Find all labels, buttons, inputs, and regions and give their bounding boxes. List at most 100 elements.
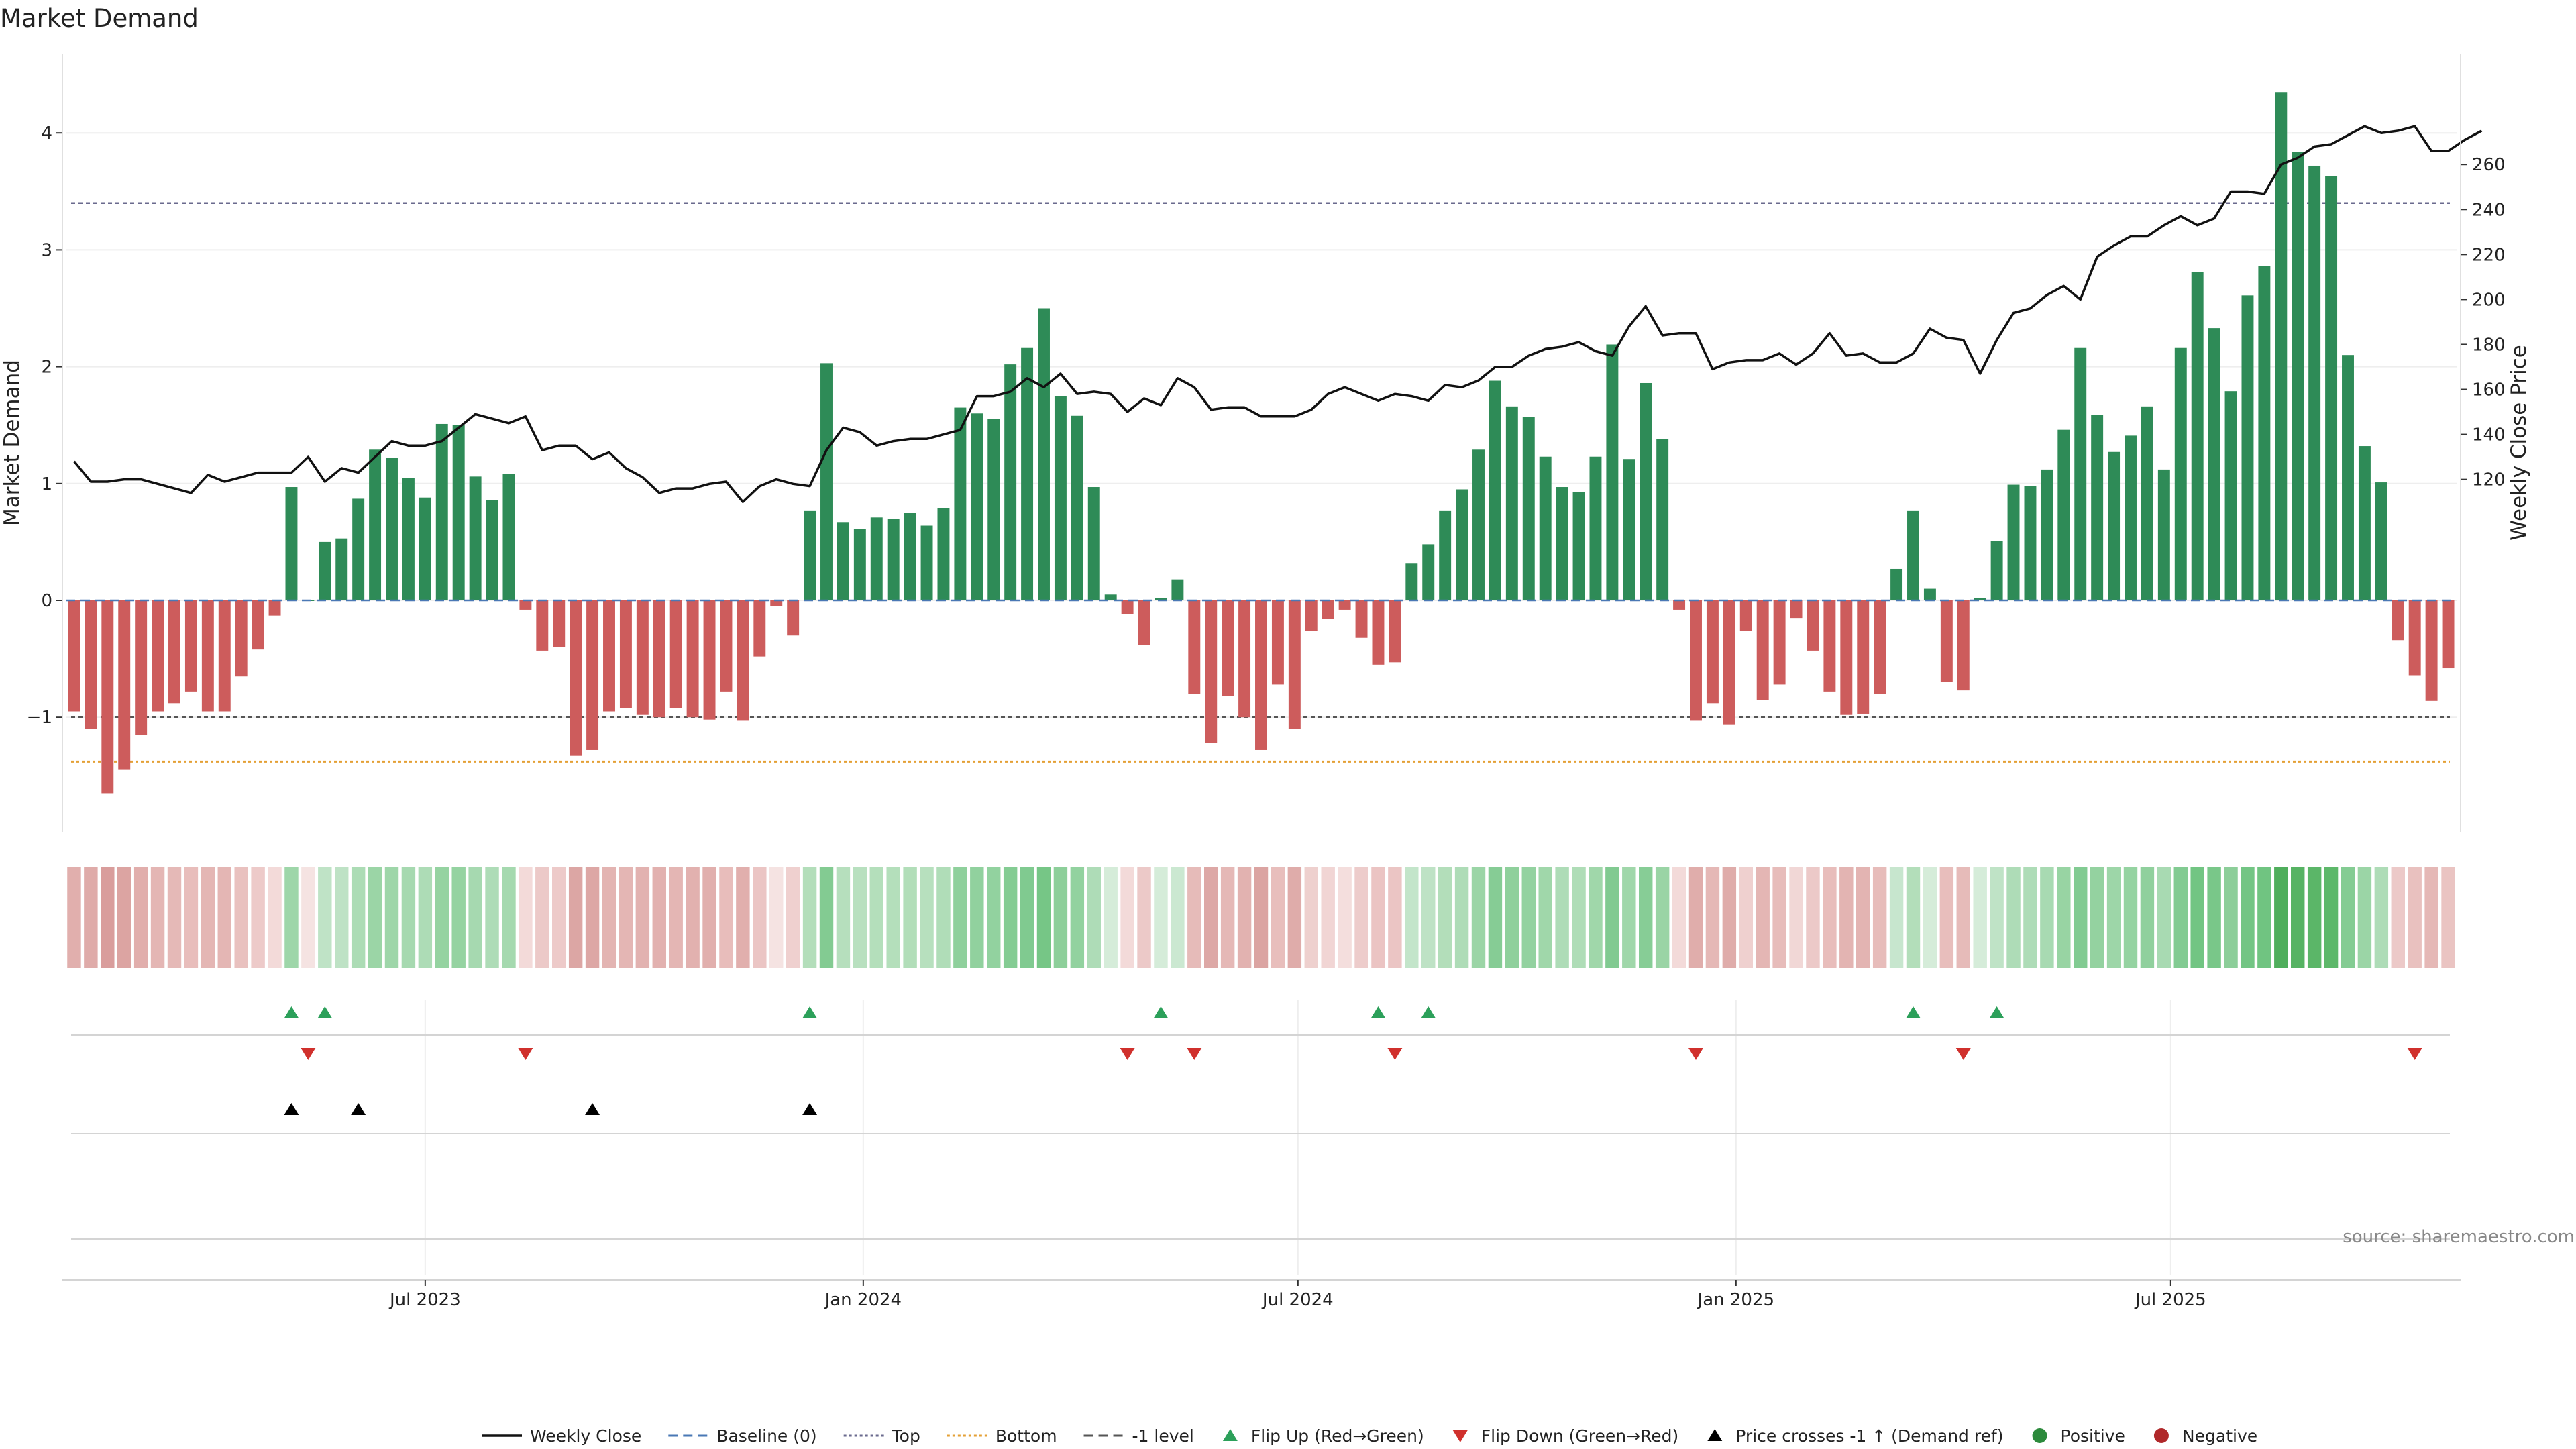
demand-bar <box>553 600 566 647</box>
flip-down-marker <box>1387 1048 1403 1060</box>
price-cross-marker <box>802 1103 818 1115</box>
demand-bar <box>1773 600 1786 685</box>
flip-up-marker <box>1989 1006 2004 1018</box>
heat-cell <box>920 867 934 968</box>
flip-down-marker <box>1120 1048 1135 1060</box>
heat-cell <box>318 867 332 968</box>
heat-cell <box>719 867 733 968</box>
heat-cell <box>1137 867 1151 968</box>
flip-up-marker <box>802 1006 818 1018</box>
demand-bar <box>218 600 231 712</box>
demand-bar <box>2442 600 2455 669</box>
demand-bar <box>1405 563 1418 600</box>
demand-bar <box>1171 579 1184 600</box>
legend-item: Negative <box>2153 1426 2257 1446</box>
heat-cell <box>2006 867 2021 968</box>
demand-bar <box>904 513 916 600</box>
flip-up-marker <box>1153 1006 1169 1018</box>
left-axis-label: Market Demand <box>0 360 24 526</box>
demand-bar <box>1623 459 1635 600</box>
x-tick-label: Jan 2025 <box>1697 1290 1775 1310</box>
heat-cell <box>1939 867 1954 968</box>
heat-cell <box>1973 867 1987 968</box>
demand-bar <box>1138 600 1150 645</box>
heat-cell <box>2090 867 2104 968</box>
demand-bar <box>703 600 716 720</box>
demand-bar <box>971 413 983 600</box>
heat-cell <box>1839 867 1854 968</box>
demand-bar <box>2375 482 2387 600</box>
right-tick-label: 180 <box>2472 335 2506 355</box>
legend-item: Price crosses -1 ↑ (Demand ref) <box>1707 1426 2004 1446</box>
heat-cell <box>1104 867 1118 968</box>
demand-bar <box>636 600 649 715</box>
demand-bar <box>853 529 866 600</box>
left-tick-label: 3 <box>41 240 52 260</box>
demand-bar <box>1439 510 1452 600</box>
flip-down-marker <box>2407 1048 2422 1060</box>
demand-bar <box>1389 600 1401 663</box>
heat-cell <box>903 867 917 968</box>
demand-bar <box>2224 391 2237 600</box>
demand-bar <box>2125 435 2137 600</box>
right-tick-label: 160 <box>2472 380 2506 400</box>
heat-cell <box>1488 867 1503 968</box>
demand-bar <box>1739 600 1752 631</box>
demand-bar <box>2408 600 2421 676</box>
demand-bar <box>2208 328 2220 600</box>
heat-cell <box>1053 867 1068 968</box>
heat-cell <box>1471 867 1486 968</box>
demand-bar <box>837 522 849 600</box>
heat-cell <box>133 867 148 968</box>
heat-cell <box>217 867 231 968</box>
demand-bar <box>2024 486 2037 600</box>
weekly-close-line <box>73 125 2483 503</box>
legend-swatch <box>1707 1429 1723 1441</box>
demand-bar <box>2174 347 2187 600</box>
demand-bar <box>1522 417 1535 600</box>
heat-cell <box>485 867 499 968</box>
demand-bar <box>452 425 465 600</box>
heat-cell <box>1036 867 1051 968</box>
heat-cell <box>468 867 482 968</box>
axes: 4 3 2 1 0 −1 260 240 220 200 180 160 140 120 Jul 2023 J… <box>27 54 2506 1310</box>
demand-bar <box>1890 568 1903 600</box>
heat-cell <box>1454 867 1469 968</box>
demand-bar <box>1656 439 1669 600</box>
heat-cell <box>2441 867 2455 968</box>
demand-bar <box>2074 347 2087 600</box>
heat-cell <box>1287 867 1302 968</box>
flip-down-marker <box>1955 1048 1971 1060</box>
legend-label: Negative <box>2182 1426 2257 1446</box>
flip-up-marker <box>317 1006 333 1018</box>
legend-label: Top <box>892 1426 920 1446</box>
demand-bar <box>1874 600 1886 694</box>
source-note: source: sharemaestro.com <box>2343 1227 2575 1247</box>
demand-bar <box>870 517 883 600</box>
legend-label: Flip Down (Green→Red) <box>1481 1426 1679 1446</box>
demand-bar <box>1087 487 1100 600</box>
heat-cell <box>1220 867 1235 968</box>
heat-cell <box>384 867 399 968</box>
heat-cell <box>568 867 583 968</box>
heat-cell <box>101 867 115 968</box>
demand-bar <box>335 538 348 600</box>
heat-cell <box>1421 867 1436 968</box>
legend-label: Bottom <box>996 1426 1057 1446</box>
heat-cell <box>1622 867 1636 968</box>
legend-item: Flip Down (Green→Red) <box>1452 1426 1679 1446</box>
heat-cell <box>1639 867 1653 968</box>
demand-bar <box>168 600 180 704</box>
left-tick-label: 1 <box>41 474 52 494</box>
heat-cell <box>585 867 600 968</box>
demand-bar <box>268 600 281 616</box>
heat-cell <box>2341 867 2355 968</box>
heat-cell <box>284 867 299 968</box>
heat-cell <box>268 867 282 968</box>
legend-item: Flip Up (Red→Green) <box>1222 1426 1424 1446</box>
heat-cell <box>970 867 984 968</box>
heat-cell <box>1003 867 1018 968</box>
demand-bar <box>653 600 665 718</box>
demand-bar <box>2308 165 2321 600</box>
